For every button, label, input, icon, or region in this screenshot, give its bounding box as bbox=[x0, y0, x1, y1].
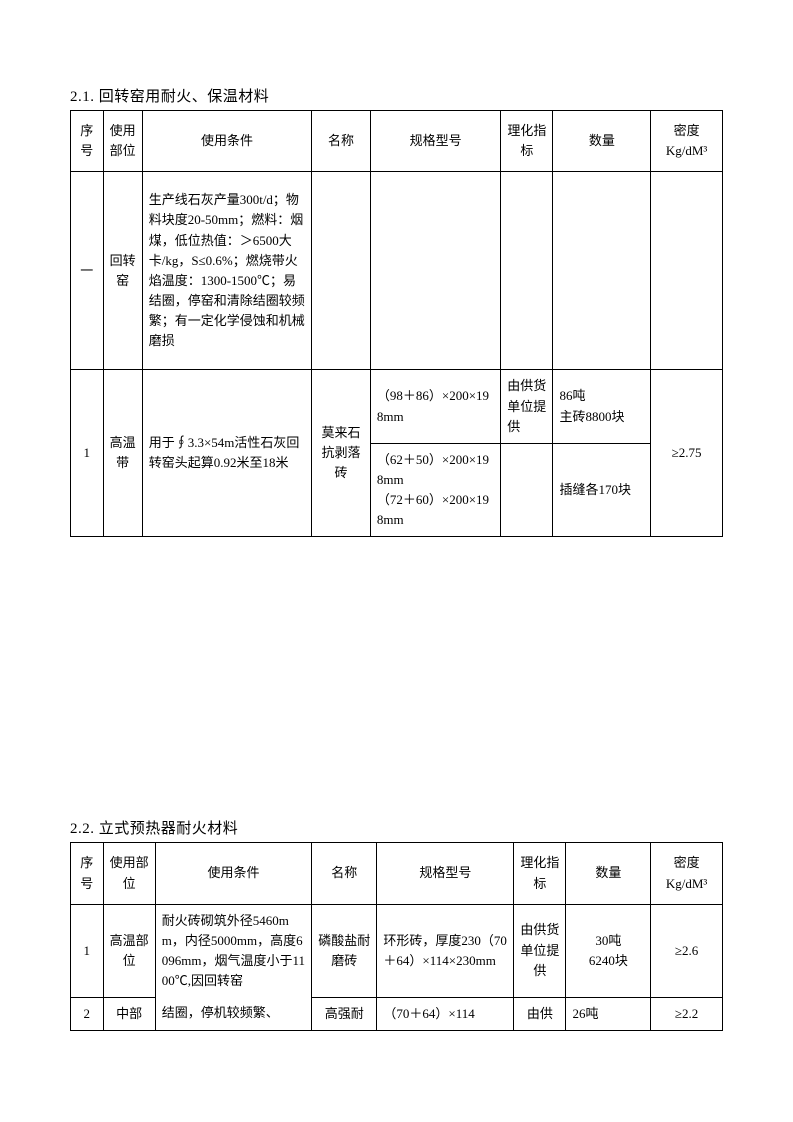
cell-dens: ≥2.6 bbox=[651, 904, 723, 997]
section2-heading: 2.2. 立式预热器耐火材料 bbox=[70, 817, 723, 838]
cell-cond: 用于∮3.3×54m活性石灰回转窑头起算0.92米至18米 bbox=[142, 370, 312, 537]
cell-qty: 30吨 6240块 bbox=[566, 904, 651, 997]
table-row: 1 高温带 用于∮3.3×54m活性石灰回转窑头起算0.92米至18米 莫来石抗… bbox=[71, 370, 723, 443]
cell-qty bbox=[553, 172, 651, 370]
cell-qty: 86吨 主砖8800块 bbox=[553, 370, 651, 443]
table-header-row: 序号 使用部位 使用条件 名称 规格型号 理化指标 数量 密度 Kg/dM³ bbox=[71, 843, 723, 904]
table-rotary-kiln: 序号 使用部位 使用条件 名称 规格型号 理化指标 数量 密度 Kg/dM³ 一… bbox=[70, 110, 723, 537]
cell-part: 高温部位 bbox=[103, 904, 155, 997]
col-spec: 规格型号 bbox=[377, 843, 514, 904]
cell-chem: 由供货单位提供 bbox=[514, 904, 566, 997]
col-qty: 数量 bbox=[566, 843, 651, 904]
table-preheater: 序号 使用部位 使用条件 名称 规格型号 理化指标 数量 密度 Kg/dM³ 1… bbox=[70, 842, 723, 1030]
cell-part: 中部 bbox=[103, 997, 155, 1030]
col-part: 使用部位 bbox=[103, 111, 142, 172]
cell-dens bbox=[651, 172, 723, 370]
cell-name: 高强耐 bbox=[312, 997, 377, 1030]
cell-seq: 1 bbox=[71, 370, 104, 537]
cell-qty: 26吨 bbox=[566, 997, 651, 1030]
cell-part: 高温带 bbox=[103, 370, 142, 537]
col-chem: 理化指标 bbox=[501, 111, 553, 172]
cell-chem: 由供货单位提供 bbox=[501, 370, 553, 443]
col-dens: 密度 Kg/dM³ bbox=[651, 843, 723, 904]
cell-spec: （62＋50）×200×198mm （72＋60）×200×198mm bbox=[370, 443, 500, 537]
cell-chem bbox=[501, 172, 553, 370]
col-name: 名称 bbox=[312, 843, 377, 904]
col-cond: 使用条件 bbox=[142, 111, 312, 172]
cell-dens: ≥2.2 bbox=[651, 997, 723, 1030]
table-row: 一 回转窑 生产线石灰产量300t/d；物料块度20-50mm；燃料：烟煤，低位… bbox=[71, 172, 723, 370]
col-chem: 理化指标 bbox=[514, 843, 566, 904]
cell-spec: 环形砖，厚度230（70＋64）×114×230mm bbox=[377, 904, 514, 997]
col-part: 使用部位 bbox=[103, 843, 155, 904]
cell-cond: 生产线石灰产量300t/d；物料块度20-50mm；燃料：烟煤，低位热值：＞65… bbox=[142, 172, 312, 370]
section1-heading: 2.1. 回转窑用耐火、保温材料 bbox=[70, 85, 723, 106]
cell-cond: 结圈，停机较频繁、 bbox=[155, 997, 311, 1030]
col-dens: 密度 Kg/dM³ bbox=[651, 111, 723, 172]
table-row: 1 高温部位 耐火砖砌筑外径5460mm，内径5000mm，高度6096mm，烟… bbox=[71, 904, 723, 997]
cell-spec: （98＋86）×200×198mm bbox=[370, 370, 500, 443]
col-seq: 序号 bbox=[71, 111, 104, 172]
cell-seq: 2 bbox=[71, 997, 104, 1030]
cell-name: 磷酸盐耐磨砖 bbox=[312, 904, 377, 997]
col-spec: 规格型号 bbox=[370, 111, 500, 172]
cell-dens: ≥2.75 bbox=[651, 370, 723, 537]
col-seq: 序号 bbox=[71, 843, 104, 904]
cell-name bbox=[312, 172, 371, 370]
table-header-row: 序号 使用部位 使用条件 名称 规格型号 理化指标 数量 密度 Kg/dM³ bbox=[71, 111, 723, 172]
col-name: 名称 bbox=[312, 111, 371, 172]
cell-chem bbox=[501, 443, 553, 537]
cell-seq: 一 bbox=[71, 172, 104, 370]
cell-cond: 耐火砖砌筑外径5460mm，内径5000mm，高度6096mm，烟气温度小于11… bbox=[155, 904, 311, 997]
col-cond: 使用条件 bbox=[155, 843, 311, 904]
table-row: 2 中部 结圈，停机较频繁、 高强耐 （70＋64）×114 由供 26吨 ≥2… bbox=[71, 997, 723, 1030]
col-qty: 数量 bbox=[553, 111, 651, 172]
cell-qty: 插缝各170块 bbox=[553, 443, 651, 537]
cell-seq: 1 bbox=[71, 904, 104, 997]
cell-chem: 由供 bbox=[514, 997, 566, 1030]
cell-spec bbox=[370, 172, 500, 370]
cell-part: 回转窑 bbox=[103, 172, 142, 370]
cell-name: 莫来石抗剥落砖 bbox=[312, 370, 371, 537]
cell-spec: （70＋64）×114 bbox=[377, 997, 514, 1030]
